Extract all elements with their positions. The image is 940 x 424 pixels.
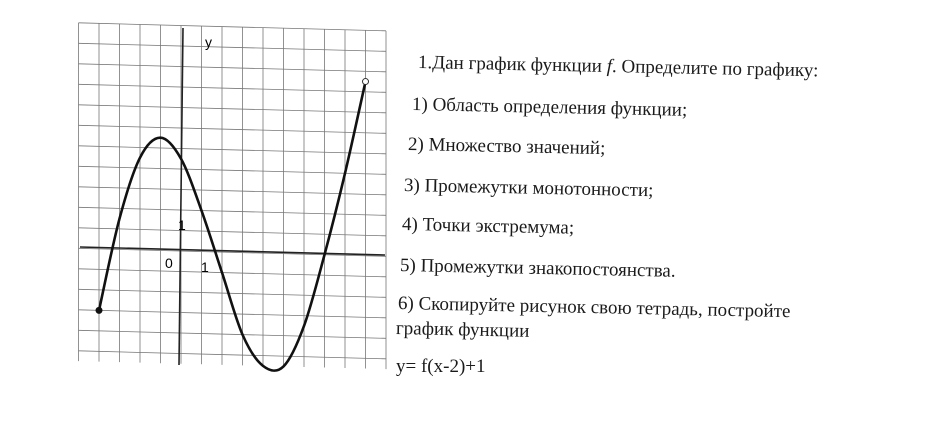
function-graph: y 0 1 1 [78, 22, 387, 372]
x-axis [79, 246, 386, 256]
grid-line [78, 104, 387, 114]
y-axis-label: y [205, 34, 212, 50]
grid-line [78, 227, 387, 237]
task-item-1: 1) Область определения функции; [411, 94, 688, 121]
task-formula: y= f(x-2)+1 [396, 356, 486, 377]
y-axis [178, 27, 184, 366]
origin-label: 0 [165, 255, 173, 271]
grid-line [78, 63, 387, 73]
grid-line [78, 124, 387, 134]
function-curve [97, 81, 367, 372]
grid-line [78, 268, 387, 278]
grid-line [78, 145, 387, 155]
task-item-6-cont: график функции [395, 318, 530, 342]
grid-line [78, 206, 387, 216]
unit-y-label: 1 [178, 217, 186, 233]
task-item-4: 4) Точки экстремума; [401, 214, 575, 239]
grid-line [78, 309, 387, 319]
grid-line [78, 83, 387, 93]
start-point-filled [95, 306, 103, 314]
grid-line [78, 165, 387, 175]
grid-line [78, 42, 387, 52]
title-prefix: 1.Дан график функции [417, 52, 607, 77]
grid-line [78, 247, 387, 257]
end-point-open [362, 78, 369, 86]
title-suffix: . Определите по графику: [611, 56, 819, 82]
grid-line [78, 186, 387, 196]
task-title: 1.Дан график функции f. Определите по гр… [418, 52, 819, 82]
task-item-5: 5) Промежутки знакопостоянства. [399, 255, 676, 282]
grid [78, 22, 387, 370]
task-item-3: 3) Промежутки монотонности; [403, 175, 654, 202]
unit-x-label: 1 [201, 259, 209, 275]
grid-line [78, 288, 387, 298]
grid-line [78, 22, 387, 32]
grid-line [78, 350, 387, 360]
task-item-2: 2) Множество значений; [407, 134, 606, 160]
grid-line [78, 329, 387, 339]
